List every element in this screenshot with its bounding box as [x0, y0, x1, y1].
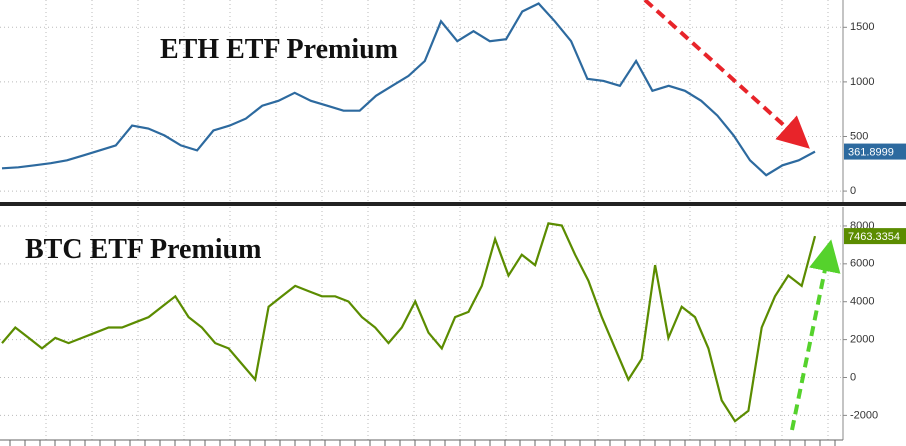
data-line	[1, 2, 816, 177]
chart-title: BTC ETF Premium	[25, 234, 261, 265]
y-tick-label: 0	[850, 185, 856, 197]
up-arrow	[790, 239, 841, 431]
last-value-label: 361.8999	[848, 146, 894, 158]
y-tick-label: 1000	[850, 76, 874, 88]
chart-title: ETH ETF Premium	[160, 34, 398, 65]
y-tick-label: 6000	[850, 258, 874, 270]
data-line	[1, 222, 817, 423]
down-arrow	[643, 0, 810, 149]
last-value-box	[844, 228, 906, 245]
y-tick-label: -2000	[850, 409, 878, 421]
panel-divider	[0, 202, 906, 206]
last-value-box	[844, 143, 906, 160]
y-tick-label: 4000	[850, 296, 874, 308]
last-value-label: 7463.3354	[848, 231, 900, 243]
y-tick-label: 1500	[850, 21, 874, 33]
y-tick-label: 0	[850, 371, 856, 383]
y-tick-label: 500	[850, 130, 868, 142]
y-tick-label: 2000	[850, 334, 874, 346]
